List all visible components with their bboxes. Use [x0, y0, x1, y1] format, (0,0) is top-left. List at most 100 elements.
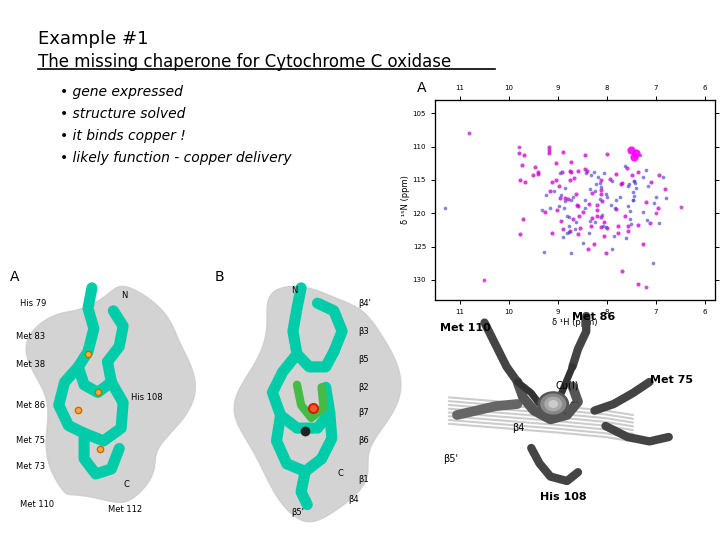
Point: [600, 249, 612, 258]
Point: [564, 226, 576, 235]
Point: [629, 179, 641, 187]
Point: [539, 208, 551, 217]
Point: [583, 199, 595, 208]
Point: [557, 147, 569, 156]
Point: [588, 240, 600, 248]
Point: [564, 168, 576, 177]
Point: [559, 184, 570, 192]
Circle shape: [545, 397, 562, 410]
Point: [595, 222, 606, 231]
Point: [613, 222, 624, 231]
Point: [610, 205, 621, 214]
Point: [624, 214, 636, 223]
Point: [515, 230, 526, 238]
Point: [631, 184, 642, 193]
Point: [623, 180, 634, 188]
Point: [478, 276, 490, 285]
Point: [550, 158, 562, 167]
Point: [586, 213, 598, 222]
Point: [584, 217, 595, 226]
Point: [559, 197, 570, 206]
Point: [540, 191, 552, 200]
Point: [652, 204, 663, 212]
Point: [661, 194, 672, 202]
Point: [570, 225, 581, 234]
Point: [516, 161, 527, 170]
Point: [558, 204, 570, 213]
Point: [580, 165, 591, 173]
Point: [555, 217, 567, 226]
Point: [597, 222, 608, 231]
Point: [574, 211, 585, 220]
Text: His 79: His 79: [19, 299, 46, 308]
Point: [514, 176, 526, 184]
Text: A: A: [417, 80, 426, 94]
Point: [595, 176, 606, 185]
Text: Met 110: Met 110: [19, 500, 54, 509]
Point: [588, 167, 600, 176]
Point: [594, 195, 606, 204]
Text: Cu(I): Cu(I): [556, 381, 580, 391]
Point: [551, 206, 562, 214]
Point: [647, 258, 659, 267]
Point: [641, 282, 652, 291]
Point: [564, 221, 575, 230]
Point: [564, 213, 575, 221]
Point: [595, 186, 607, 194]
Text: Example #1: Example #1: [38, 30, 148, 48]
Point: [596, 211, 608, 219]
Point: [565, 195, 577, 204]
Point: [628, 152, 639, 161]
Point: [675, 202, 686, 211]
Point: [637, 239, 649, 248]
Point: [610, 196, 621, 205]
Point: [574, 224, 585, 232]
Point: [590, 217, 601, 226]
Point: [561, 212, 572, 220]
Point: [564, 166, 575, 175]
Point: [640, 198, 652, 206]
Point: [554, 168, 566, 177]
Point: [616, 178, 628, 187]
Text: β4: β4: [512, 423, 524, 433]
Point: [598, 218, 610, 226]
Point: [622, 227, 634, 235]
Point: [543, 143, 554, 151]
Point: [653, 171, 665, 180]
Text: β5: β5: [359, 355, 369, 364]
Point: [546, 178, 558, 186]
Text: Met 73: Met 73: [16, 462, 45, 471]
Point: [654, 218, 665, 227]
Circle shape: [549, 401, 557, 407]
Text: β1: β1: [359, 475, 369, 484]
Point: [559, 194, 571, 202]
Point: [570, 189, 582, 198]
Point: [614, 192, 626, 201]
Point: [624, 207, 635, 215]
Point: [518, 151, 530, 159]
Point: [637, 208, 649, 217]
Point: [565, 248, 577, 257]
Text: His 108: His 108: [131, 393, 163, 402]
Point: [626, 171, 637, 180]
X-axis label: δ ¹H (ppm): δ ¹H (ppm): [552, 318, 598, 327]
Text: β7: β7: [359, 408, 369, 417]
Text: Met 38: Met 38: [16, 360, 45, 369]
Text: β4': β4': [359, 299, 372, 308]
Point: [615, 180, 626, 188]
Point: [550, 176, 562, 185]
Point: [439, 203, 451, 212]
Point: [584, 184, 595, 193]
Point: [595, 213, 606, 221]
Polygon shape: [26, 286, 195, 503]
Point: [582, 166, 593, 175]
Point: [553, 202, 564, 211]
Point: [530, 163, 541, 171]
Text: Met 75: Met 75: [649, 375, 693, 386]
Text: C: C: [123, 480, 129, 489]
Text: β4: β4: [348, 495, 359, 504]
Point: [627, 195, 639, 204]
Point: [579, 196, 590, 205]
Text: Met 112: Met 112: [107, 505, 142, 514]
Text: • likely function - copper delivery: • likely function - copper delivery: [60, 151, 292, 165]
